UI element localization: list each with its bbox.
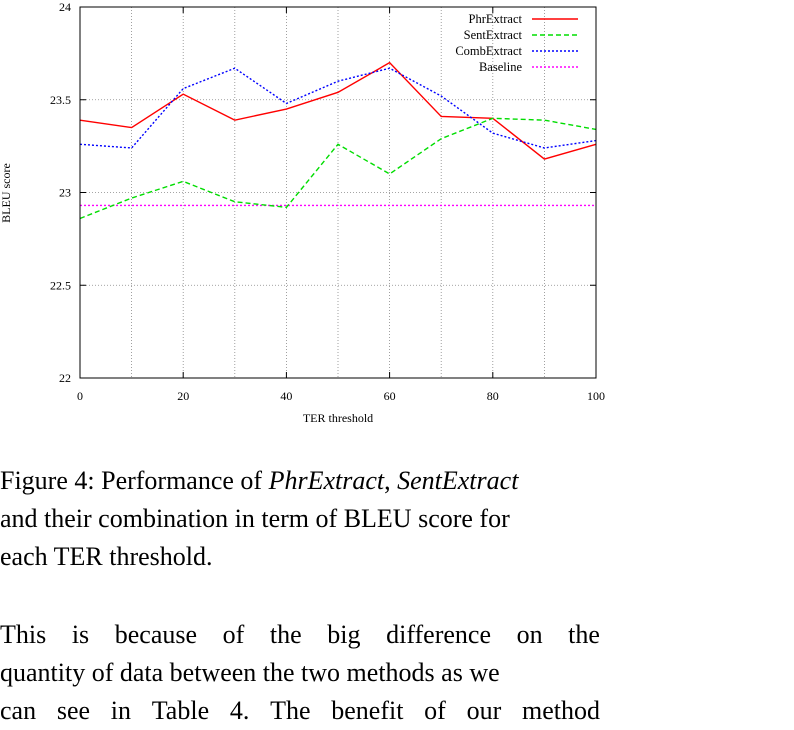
- axis-ticks: 22 22.5 23 23.5 24 0 20 40 60 80 100: [50, 0, 605, 403]
- body-word: is: [71, 620, 90, 649]
- body-word: the: [269, 620, 302, 649]
- legend: PhrExtract SentExtract CombExtract Baseline: [455, 12, 578, 74]
- y-axis-title: BLEU score: [0, 163, 13, 223]
- series-lines: [79, 61, 597, 220]
- body-word: method: [521, 696, 600, 725]
- body-word: the: [568, 620, 600, 649]
- series-line-combextract: [79, 67, 597, 149]
- x-axis-title: TER threshold: [303, 411, 373, 425]
- body-word: of: [222, 620, 245, 649]
- y-tick-label: 22.5: [50, 278, 71, 292]
- caption-text: Figure 4: Performance of: [0, 466, 269, 495]
- y-tick-label: 22: [59, 371, 71, 385]
- body-word: Table: [151, 696, 210, 725]
- body-word: on: [516, 620, 543, 649]
- series-line-sentextract: [79, 117, 597, 220]
- caption-comma: ,: [384, 466, 398, 495]
- figure-caption: Figure 4: Performance of PhrExtract, Sen…: [0, 462, 600, 576]
- body-word: 4.: [229, 696, 250, 725]
- caption-line-1: Figure 4: Performance of PhrExtract, Sen…: [0, 462, 600, 500]
- body-word: big: [327, 620, 361, 649]
- x-tick-label: 20: [177, 389, 189, 403]
- y-tick-label: 23.5: [50, 93, 71, 107]
- body-word: benefit: [331, 696, 404, 725]
- body-word: in: [110, 696, 131, 725]
- body-line-1: This is because of the big difference on the: [0, 616, 600, 654]
- caption-line-3: each TER threshold.: [0, 542, 213, 571]
- x-tick-label: 40: [280, 389, 292, 403]
- x-tick-label: 0: [77, 389, 83, 403]
- body-line-2: quantity of data between the two methods…: [0, 658, 500, 687]
- legend-label: Baseline: [479, 60, 522, 74]
- series-line-phrextract: [79, 61, 597, 160]
- legend-label: SentExtract: [464, 28, 523, 42]
- body-word: can: [0, 696, 37, 725]
- body-word: This: [0, 620, 47, 649]
- x-tick-label: 80: [487, 389, 499, 403]
- x-tick-label: 100: [587, 389, 605, 403]
- legend-label: CombExtract: [455, 44, 522, 58]
- y-tick-label: 23: [59, 186, 71, 200]
- grid-lines: [80, 7, 596, 378]
- legend-label: PhrExtract: [469, 12, 523, 26]
- caption-line-2: and their combination in term of BLEU sc…: [0, 504, 510, 533]
- body-word: of: [424, 696, 446, 725]
- body-line-3: can see in Table 4. The benefit of our method: [0, 692, 600, 730]
- body-word: difference: [386, 620, 491, 649]
- caption-method-sentextract: SentExtract: [397, 466, 519, 495]
- body-word: our: [466, 696, 502, 725]
- caption-method-phrextract: PhrExtract: [268, 466, 385, 495]
- body-word: because: [114, 620, 198, 649]
- bleu-line-chart: 22 22.5 23 23.5 24 0 20 40 60 80 100 TER threshold…: [0, 0, 605, 425]
- y-tick-label: 24: [59, 0, 71, 14]
- x-tick-label: 60: [384, 389, 396, 403]
- body-paragraph: This is because of the big difference on the qua…: [0, 616, 600, 730]
- body-word: see: [56, 696, 91, 725]
- body-word: The: [270, 696, 311, 725]
